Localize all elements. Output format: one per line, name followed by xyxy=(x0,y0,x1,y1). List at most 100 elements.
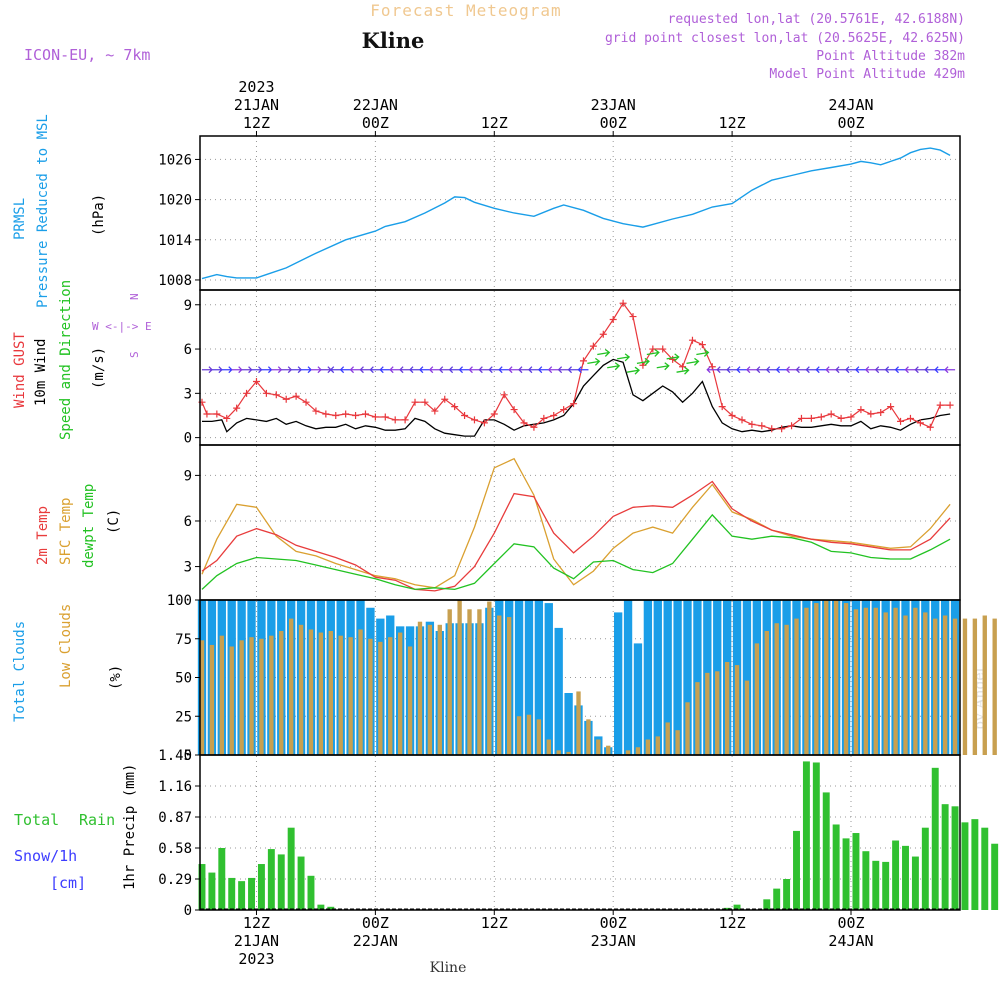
wind-direction-arrow xyxy=(478,366,490,374)
low-cloud-bar xyxy=(199,640,205,755)
precip-y-tick-label: 0.29 xyxy=(158,872,192,888)
low-cloud-bar xyxy=(437,624,442,755)
wind-direction-arrow xyxy=(320,366,332,374)
chart-title: Forecast Meteogram xyxy=(370,1,561,20)
top-time-label: 22JAN xyxy=(353,96,398,114)
wind-direction-arrow xyxy=(369,366,381,374)
low-cloud-bar xyxy=(259,638,264,755)
low-cloud-bar xyxy=(715,671,720,755)
dewpt-line xyxy=(201,513,951,591)
temp-y-tick-label: 6 xyxy=(184,514,192,530)
gust-marker xyxy=(857,406,865,414)
model-label: ICON-EU, ~ 7km xyxy=(24,46,150,64)
total-clouds-label: Total Clouds xyxy=(12,621,28,722)
total-cloud-bar xyxy=(554,627,563,755)
gust-marker xyxy=(817,413,825,421)
gust-marker xyxy=(768,425,776,433)
total-cloud-bar xyxy=(633,643,643,755)
gust-marker xyxy=(936,401,944,409)
precip-bar xyxy=(317,904,325,910)
gust-marker xyxy=(342,410,350,418)
low-cloud-bar xyxy=(338,635,343,755)
gust-marker xyxy=(847,413,855,421)
low-cloud-bar xyxy=(685,702,690,755)
wind-direction-arrow xyxy=(616,353,631,362)
gust-marker xyxy=(926,423,934,431)
wind-direction-arrow xyxy=(329,366,341,374)
gust-marker xyxy=(233,404,241,412)
low-cloud-bar xyxy=(883,612,888,755)
low-cloud-bar xyxy=(833,600,839,755)
precip-bar xyxy=(228,877,236,910)
wind-direction-arrow xyxy=(231,366,243,374)
precip-bar xyxy=(208,872,216,910)
gust-marker xyxy=(282,395,290,403)
gust-marker xyxy=(322,410,330,418)
low-cloud-bar xyxy=(546,739,551,755)
wind-direction-arrow xyxy=(458,366,470,374)
wind-y-tick-label: 9 xyxy=(184,298,192,314)
gust-marker xyxy=(877,409,885,417)
low-cloud-bar xyxy=(516,716,522,755)
gust-marker xyxy=(560,406,568,414)
wind-direction-arrow xyxy=(547,366,559,374)
wind-direction-arrow xyxy=(626,366,641,375)
low-cloud-bar xyxy=(477,609,482,755)
low-cloud-bar xyxy=(506,617,512,755)
compass-west-east: W <-|-> E xyxy=(92,320,152,333)
wind-direction-arrow xyxy=(359,366,371,374)
grid-lines xyxy=(200,136,960,911)
wind-direction-arrow xyxy=(805,366,817,374)
precip-bar xyxy=(248,877,255,910)
precip-bar xyxy=(198,864,206,910)
low-cloud-bar xyxy=(318,632,324,755)
total-cloud-bar xyxy=(524,600,534,755)
gust-marker xyxy=(352,411,360,419)
precip-bar xyxy=(257,864,265,910)
low-cloud-bar xyxy=(992,618,997,755)
low-cloud-bar xyxy=(655,736,660,755)
wind-direction-arrow xyxy=(914,366,926,374)
cloud-panel-labels: Total Clouds Low Clouds (%) xyxy=(12,604,124,722)
gust-marker xyxy=(698,341,706,349)
wind-y-tick-label: 0 xyxy=(184,431,192,447)
gust-marker xyxy=(778,425,786,433)
low-cloud-bar xyxy=(219,635,224,755)
precip-bar xyxy=(951,806,959,910)
gust-marker xyxy=(609,316,617,324)
wind-direction-arrow xyxy=(666,353,680,362)
low-cloud-bar xyxy=(427,624,433,755)
bottom-time-label: 12Z xyxy=(719,914,746,932)
total-cloud-bar xyxy=(564,693,573,755)
precip-bar xyxy=(327,906,335,910)
low-cloud-bar xyxy=(467,609,472,755)
wind-direction-arrow xyxy=(488,366,500,374)
total-cloud-bar xyxy=(643,600,653,755)
temp2m-line xyxy=(201,480,951,592)
low-cloud-bar xyxy=(764,631,769,755)
gust-marker xyxy=(312,407,320,415)
precip-bar xyxy=(911,856,919,910)
low-cloud-bar xyxy=(328,631,333,755)
wind-direction-arrow xyxy=(745,366,757,374)
wind-direction-arrow xyxy=(864,366,876,374)
top-time-label: 12Z xyxy=(243,114,270,132)
wind-direction-arrow xyxy=(448,366,460,374)
gust-marker xyxy=(619,299,627,307)
wind-direction-arrow xyxy=(845,366,857,374)
gust-line xyxy=(201,302,951,430)
low-cloud-bar xyxy=(893,607,898,755)
wind-direction-arrow xyxy=(755,366,767,374)
low-cloud-bar xyxy=(556,750,561,755)
requested-coords: requested lon,lat (20.5761E, 42.6188N) xyxy=(668,12,965,27)
gust-marker xyxy=(391,416,399,424)
clouds-unit: (%) xyxy=(108,665,124,690)
wind-direction-arrow xyxy=(706,366,718,374)
low-cloud-bar xyxy=(308,629,314,755)
precip-bar xyxy=(981,827,989,910)
gust-marker xyxy=(411,398,419,406)
gust-label: Wind GUST xyxy=(12,332,28,408)
wind-direction-arrow xyxy=(884,366,896,374)
gust-marker xyxy=(401,416,409,424)
low-cloud-bar xyxy=(724,662,730,755)
